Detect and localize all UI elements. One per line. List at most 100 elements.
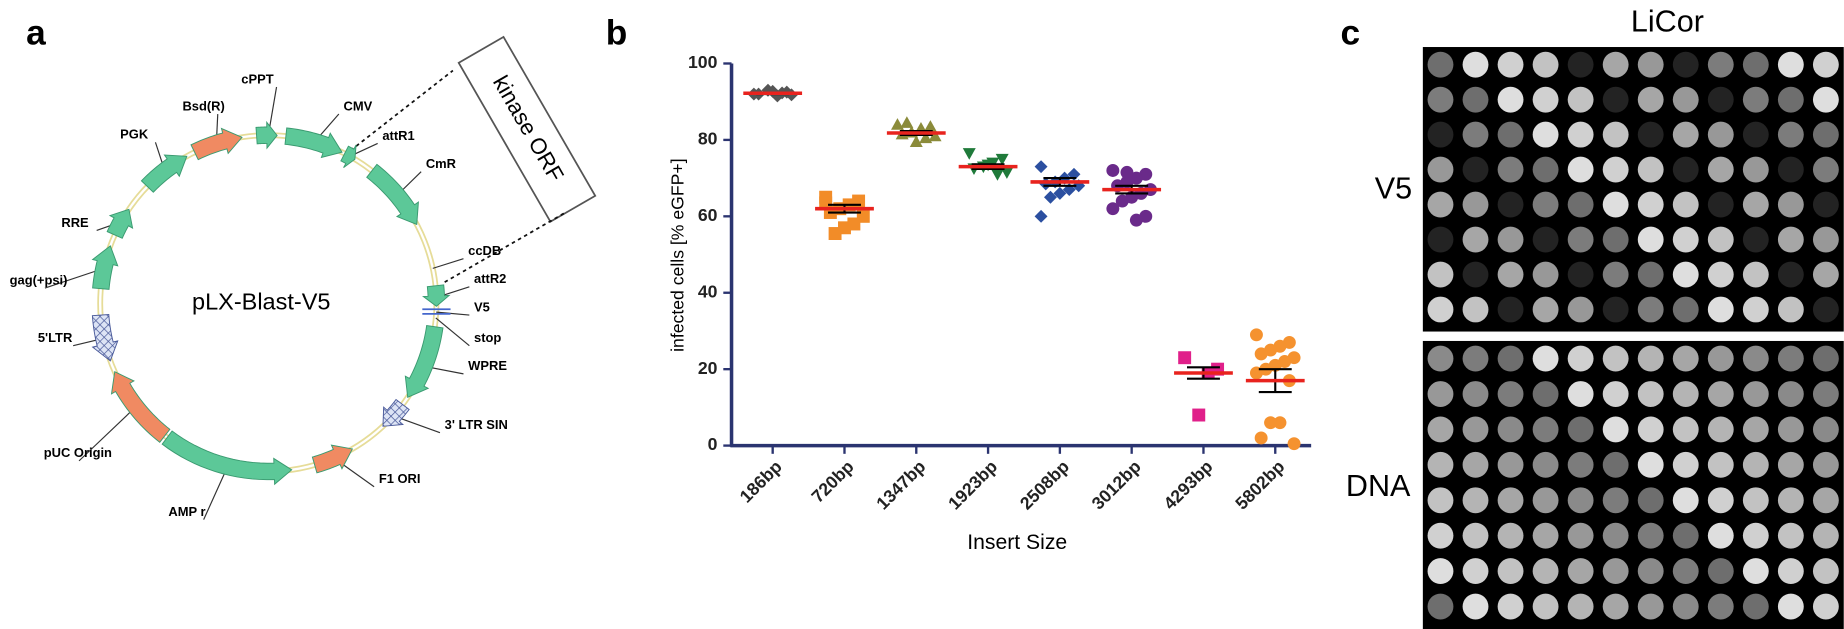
- well: [1777, 522, 1804, 549]
- well: [1602, 558, 1629, 585]
- well: [1812, 451, 1839, 478]
- leader: [432, 258, 464, 269]
- well: [1777, 487, 1804, 514]
- well: [1567, 191, 1594, 218]
- data-point: [1106, 202, 1120, 216]
- feature-arrow: [161, 430, 293, 486]
- well: [1672, 487, 1699, 514]
- well: [1497, 416, 1524, 443]
- well: [1707, 296, 1734, 323]
- well: [1707, 451, 1734, 478]
- insert-box: kinase ORF: [457, 35, 597, 223]
- well: [1462, 522, 1489, 549]
- well: [1532, 522, 1559, 549]
- well: [1637, 345, 1664, 372]
- feature-label: ccDB: [468, 243, 501, 258]
- x-tick-label: 5802bp: [1231, 456, 1288, 513]
- data-point: [962, 148, 976, 160]
- feature-label: gag(+psi): [10, 272, 68, 287]
- feature-arrow: [91, 313, 119, 362]
- well: [1462, 451, 1489, 478]
- blot: [1422, 47, 1844, 332]
- well: [1532, 487, 1559, 514]
- well: [1532, 121, 1559, 148]
- well: [1742, 558, 1769, 585]
- feature-arrow: [140, 154, 188, 193]
- well: [1462, 261, 1489, 288]
- well: [1497, 156, 1524, 183]
- feature-label: pUC Origin: [44, 445, 112, 460]
- well: [1707, 558, 1734, 585]
- well: [1637, 522, 1664, 549]
- panel-title: LiCor: [1631, 5, 1704, 39]
- well: [1497, 51, 1524, 78]
- data-point: [995, 153, 1009, 166]
- x-tick-label: 1923bp: [944, 456, 1001, 513]
- well: [1602, 487, 1629, 514]
- well: [1602, 191, 1629, 218]
- well: [1427, 296, 1454, 323]
- well: [1707, 156, 1734, 183]
- x-axis-label: Insert Size: [967, 531, 1067, 554]
- well: [1427, 381, 1454, 407]
- well: [1532, 593, 1559, 620]
- well: [1672, 451, 1699, 478]
- well: [1497, 345, 1524, 372]
- well: [1637, 487, 1664, 514]
- data-point: [1254, 347, 1268, 361]
- well: [1602, 86, 1629, 113]
- well: [1672, 51, 1699, 78]
- well: [1602, 226, 1629, 253]
- well: [1707, 121, 1734, 148]
- data-point: [928, 129, 942, 142]
- well: [1602, 156, 1629, 183]
- well: [1672, 261, 1699, 288]
- well: [1567, 296, 1594, 323]
- well: [1812, 558, 1839, 585]
- well: [1672, 558, 1699, 585]
- well: [1812, 296, 1839, 323]
- data-point: [819, 196, 833, 210]
- feature-label: CMV: [344, 98, 373, 113]
- y-tick-label: 40: [698, 281, 718, 301]
- well: [1742, 51, 1769, 78]
- well: [1497, 487, 1524, 514]
- well: [1602, 381, 1629, 407]
- well: [1777, 191, 1804, 218]
- well: [1812, 487, 1839, 514]
- well: [1567, 226, 1594, 253]
- data-point: [1000, 167, 1014, 179]
- y-tick-label: 20: [698, 358, 718, 378]
- well: [1427, 226, 1454, 253]
- well: [1462, 593, 1489, 620]
- well: [1567, 156, 1594, 183]
- well: [1532, 416, 1559, 443]
- data-point: [1106, 164, 1120, 177]
- well: [1672, 156, 1699, 183]
- data-point: [1039, 177, 1053, 191]
- well: [1637, 261, 1664, 288]
- well: [1707, 191, 1734, 218]
- well: [1532, 191, 1559, 218]
- well: [1427, 487, 1454, 514]
- feature-arrow: [382, 398, 410, 427]
- well: [1777, 451, 1804, 478]
- feature-arrow: [106, 208, 134, 239]
- well: [1462, 121, 1489, 148]
- x-tick-label: 186bp: [736, 456, 786, 506]
- well: [1777, 416, 1804, 443]
- well: [1532, 345, 1559, 372]
- well: [1672, 191, 1699, 218]
- well: [1637, 191, 1664, 218]
- well: [1602, 522, 1629, 549]
- well: [1462, 487, 1489, 514]
- well: [1812, 156, 1839, 183]
- box: [457, 35, 597, 223]
- data-point: [1115, 194, 1129, 208]
- well: [1427, 86, 1454, 113]
- well: [1462, 558, 1489, 585]
- well: [1742, 191, 1769, 218]
- well: [1602, 345, 1629, 372]
- well: [1637, 51, 1664, 78]
- well: [1602, 416, 1629, 443]
